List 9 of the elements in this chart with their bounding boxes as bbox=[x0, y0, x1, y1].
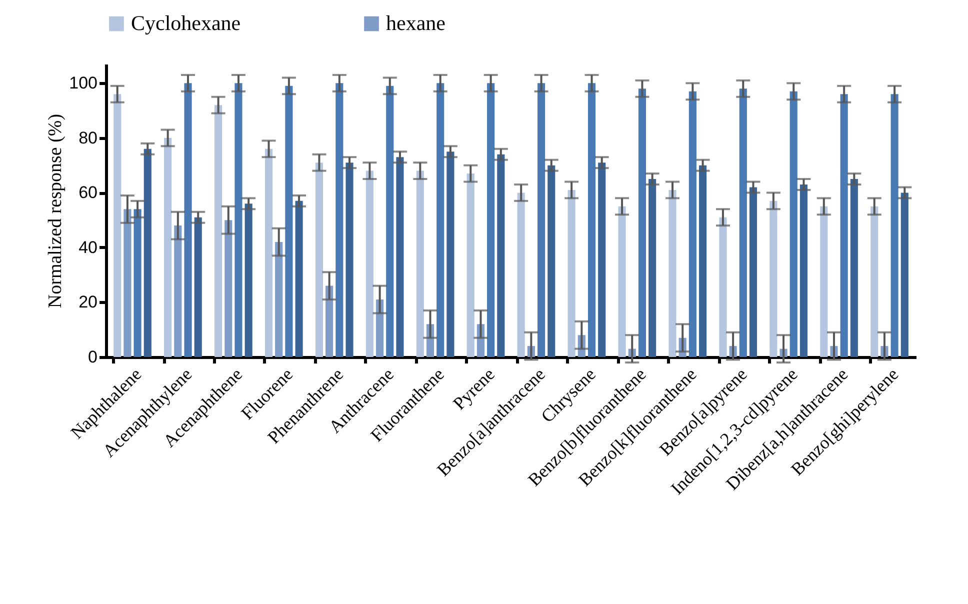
y-tick-label: 60 bbox=[78, 183, 98, 202]
y-axis-title: Normalized response (%) bbox=[45, 114, 66, 308]
y-tick-label: 0 bbox=[88, 348, 98, 366]
legend-label: Cyclohexane bbox=[131, 10, 241, 35]
y-tick-label: 40 bbox=[78, 238, 98, 257]
y-tick-label: 100 bbox=[69, 74, 98, 93]
legend-label: hexane bbox=[386, 10, 446, 35]
y-tick-label: 20 bbox=[78, 292, 98, 312]
y-tick-label: 80 bbox=[78, 128, 98, 148]
